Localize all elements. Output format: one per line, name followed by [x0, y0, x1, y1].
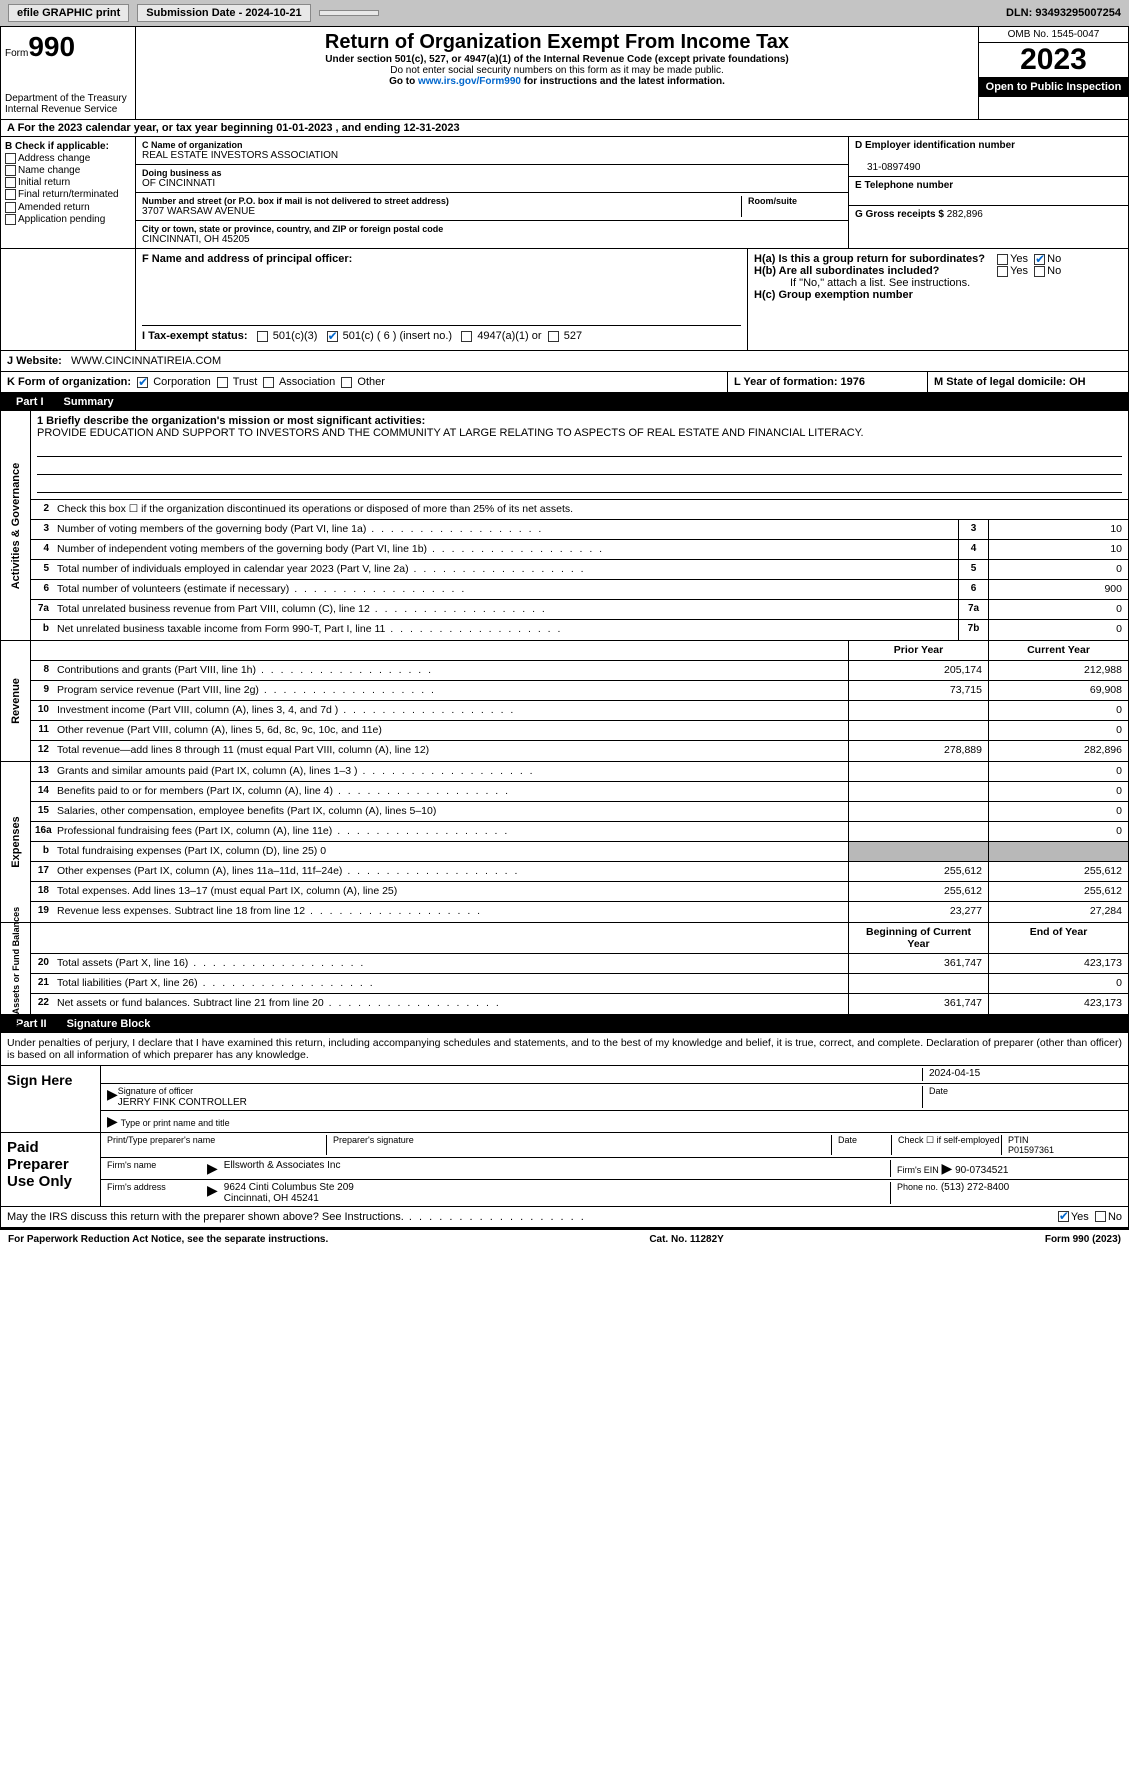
blank-btn	[319, 10, 379, 16]
efile-btn[interactable]: efile GRAPHIC print	[8, 4, 129, 22]
ein: D Employer identification number 31-0897…	[849, 137, 1128, 177]
sign-here: Sign Here 2024-04-15 ▶ Signature of offi…	[0, 1066, 1129, 1133]
box-b: B Check if applicable: Address change Na…	[1, 137, 136, 248]
activities-governance: Activities & Governance 1 Briefly descri…	[0, 411, 1129, 641]
address-row: Number and street (or P.O. box if mail i…	[136, 193, 848, 221]
form-title: Return of Organization Exempt From Incom…	[140, 31, 974, 54]
form-number: Form990	[5, 31, 131, 63]
form-header: Form990 Department of the Treasury Inter…	[0, 27, 1129, 120]
dln: DLN: 93493295007254	[1006, 7, 1121, 19]
omb: OMB No. 1545-0047	[979, 27, 1128, 43]
irs-link[interactable]: www.irs.gov/Form990	[418, 76, 521, 87]
mission: 1 Briefly describe the organization's mi…	[31, 411, 1128, 500]
org-name: C Name of organization REAL ESTATE INVES…	[136, 137, 848, 165]
section-bcde: B Check if applicable: Address change Na…	[0, 137, 1129, 249]
open-public: Open to Public Inspection	[979, 77, 1128, 97]
gross: G Gross receipts $ 282,896	[849, 206, 1128, 223]
city: City or town, state or province, country…	[136, 221, 848, 248]
footer: For Paperwork Reduction Act Notice, see …	[0, 1228, 1129, 1249]
dept: Department of the Treasury	[5, 93, 131, 104]
dba: Doing business as OF CINCINNATI	[136, 165, 848, 193]
form-page: efile GRAPHIC print Submission Date - 20…	[0, 0, 1129, 1249]
paid-preparer: Paid Preparer Use Only Print/Type prepar…	[0, 1133, 1129, 1207]
row-j: J Website: WWW.CINCINNATIREIA.COM	[0, 351, 1129, 372]
subtitle: Under section 501(c), 527, or 4947(a)(1)…	[140, 54, 974, 65]
note1: Do not enter social security numbers on …	[140, 65, 974, 76]
perjury: Under penalties of perjury, I declare th…	[0, 1033, 1129, 1066]
part2-header: Part IISignature Block	[0, 1015, 1129, 1033]
topbar: efile GRAPHIC print Submission Date - 20…	[0, 0, 1129, 27]
irs: Internal Revenue Service	[5, 104, 131, 115]
submission-date: Submission Date - 2024-10-21	[137, 4, 310, 22]
tax-year: 2023	[979, 43, 1128, 77]
expenses: Expenses 13Grants and similar amounts pa…	[0, 762, 1129, 923]
row-klm: K Form of organization: Corporation Trus…	[0, 372, 1129, 393]
note2: Go to www.irs.gov/Form990 for instructio…	[140, 76, 974, 87]
revenue: Revenue Prior YearCurrent Year 8Contribu…	[0, 641, 1129, 762]
discuss-row: May the IRS discuss this return with the…	[0, 1207, 1129, 1228]
phone: E Telephone number	[849, 177, 1128, 206]
part1-header: Part ISummary	[0, 393, 1129, 411]
row-fh: F Name and address of principal officer:…	[0, 249, 1129, 351]
row-a: A For the 2023 calendar year, or tax yea…	[0, 120, 1129, 137]
net-assets: Net Assets or Fund Balances Beginning of…	[0, 923, 1129, 1015]
